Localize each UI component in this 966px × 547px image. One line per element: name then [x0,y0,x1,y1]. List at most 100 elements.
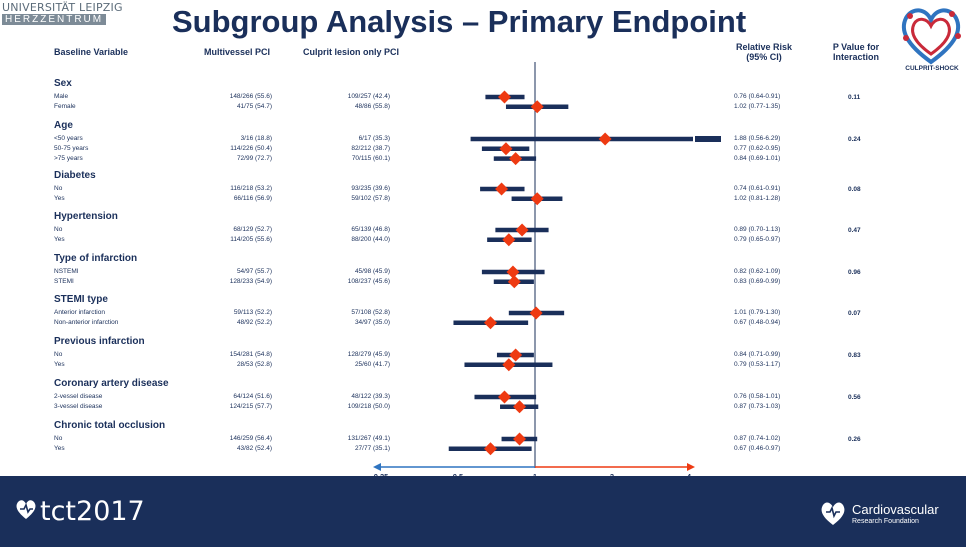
culprit-shock-logo-icon [901,8,961,65]
point-estimate [513,400,527,414]
col-header-multivessel: Multivessel PCI [204,47,271,57]
multivessel-value: 54/97 (55.7) [236,268,272,275]
multivessel-value: 128/233 (54.9) [229,277,272,285]
relative-risk-text: 1.88 (0.56-6.29) [734,135,781,142]
culprit-value: 59/102 (57.8) [351,194,390,202]
row-label: No [54,351,63,358]
left-arrowhead [373,463,381,471]
relative-risk-text: 0.67 (0.46-0.97) [734,444,781,452]
row-label: No [54,435,63,442]
col-header-rr-line1: Relative Risk [735,42,793,52]
p-interaction-value: 0.56 [848,393,861,401]
row-label: Yes [54,444,65,452]
point-estimate [530,100,544,114]
point-estimate [506,265,520,279]
col-header-rr: Relative Risk (95% CI) [728,42,800,62]
row-label: Yes [54,360,65,368]
relative-risk-text: 0.83 (0.69-0.99) [734,277,781,285]
point-estimate [509,348,523,362]
col-header-rr-line2: (95% CI) [746,52,782,62]
tct-logo: tct2017 [40,496,145,527]
point-estimate [498,90,512,104]
crf-logo-line2: Research Foundation [852,518,919,525]
culprit-value: 70/115 (60.1) [351,154,390,162]
multivessel-value: 41/75 (54.7) [236,102,272,110]
relative-risk-text: 1.01 (0.79-1.30) [734,309,781,316]
row-label: Female [54,102,76,110]
point-estimate [515,223,529,237]
relative-risk-text: 0.77 (0.62-0.95) [734,144,781,152]
p-interaction-value: 0.26 [848,435,861,443]
subgroup-heading: Hypertension [54,211,118,222]
row-label: Anterior infarction [54,309,105,316]
multivessel-value: 66/116 (56.9) [233,194,272,202]
row-label: 2-vessel disease [54,393,103,400]
culprit-value: 128/279 (45.9) [347,351,390,358]
relative-risk-text: 0.67 (0.48-0.94) [734,318,781,326]
col-header-p: P Value for Interaction [820,42,892,62]
relative-risk-text: 0.87 (0.73-1.03) [734,402,781,410]
point-estimate [484,442,498,456]
point-estimate [529,306,543,320]
relative-risk-text: 0.84 (0.69-1.01) [734,154,781,162]
row-label: Yes [54,235,65,243]
culprit-value: 108/237 (45.6) [347,277,390,285]
relative-risk-text: 1.02 (0.77-1.35) [734,102,781,110]
p-interaction-value: 0.11 [848,93,861,101]
relative-risk-text: 0.79 (0.53-1.17) [734,360,781,368]
subgroup-heading: STEMI type [54,294,108,305]
relative-risk-text: 0.84 (0.71-0.99) [734,351,781,358]
p-interaction-value: 0.24 [848,135,861,143]
multivessel-value: 146/259 (56.4) [229,435,272,442]
relative-risk-text: 0.87 (0.74-1.02) [734,435,781,442]
tct-heart-icon [16,500,36,519]
crf-heart-icon [821,502,845,525]
col-header-p-line1: P Value for [832,42,880,52]
row-label: >75 years [54,154,83,162]
culprit-value: 48/122 (39.3) [351,393,390,400]
point-estimate [495,182,509,196]
culprit-value: 109/218 (50.0) [347,402,390,410]
p-interaction-value: 0.08 [848,185,861,193]
row-label: Yes [54,194,65,202]
multivessel-value: 68/129 (52.7) [233,226,272,233]
p-interaction-value: 0.47 [848,226,861,234]
col-header-p-line2: Interaction [832,52,879,62]
point-estimate [530,192,544,206]
multivessel-value: 114/226 (50.4) [230,144,272,152]
multivessel-value: 114/205 (55.6) [230,235,272,243]
multivessel-value: 48/92 (52.2) [236,318,272,326]
subgroup-heading: Sex [54,78,72,89]
col-header-culprit: Culprit lesion only PCI [303,47,400,57]
multivessel-value: 124/215 (57.7) [229,402,272,410]
point-estimate [507,275,521,289]
p-interaction-value: 0.96 [848,268,861,276]
culprit-value: 6/17 (35.3) [358,135,390,142]
multivessel-value: 116/218 (53.2) [230,185,272,192]
point-estimate [513,432,527,446]
culprit-value: 27/77 (35.1) [354,444,390,452]
culprit-value: 131/267 (49.1) [347,435,390,442]
relative-risk-text: 0.89 (0.70-1.13) [734,226,781,233]
footer-bar [0,476,966,547]
relative-risk-text: 0.82 (0.62-1.09) [734,268,781,275]
p-interaction-value: 0.07 [848,309,861,317]
multivessel-value: 59/113 (52.2) [233,309,272,316]
multivessel-value: 154/281 (54.8) [229,351,272,358]
culprit-value: 82/212 (38.7) [351,144,390,152]
subgroup-heading: Coronary artery disease [54,378,169,389]
row-label: STEMI [54,277,74,285]
relative-risk-text: 0.74 (0.61-0.91) [734,185,781,192]
culprit-value: 48/86 (55.8) [354,102,390,110]
subgroup-heading: Diabetes [54,170,96,181]
row-label: No [54,226,63,233]
point-estimate [598,132,612,146]
point-estimate [484,316,498,330]
multivessel-value: 43/82 (52.4) [236,444,272,452]
multivessel-value: 64/124 (51.6) [233,393,272,400]
point-estimate [502,358,516,372]
university-logo-line2: HERZZENTRUM [2,14,107,25]
multivessel-value: 148/266 (55.6) [229,93,272,100]
culprit-value: 93/235 (39.6) [351,185,390,192]
